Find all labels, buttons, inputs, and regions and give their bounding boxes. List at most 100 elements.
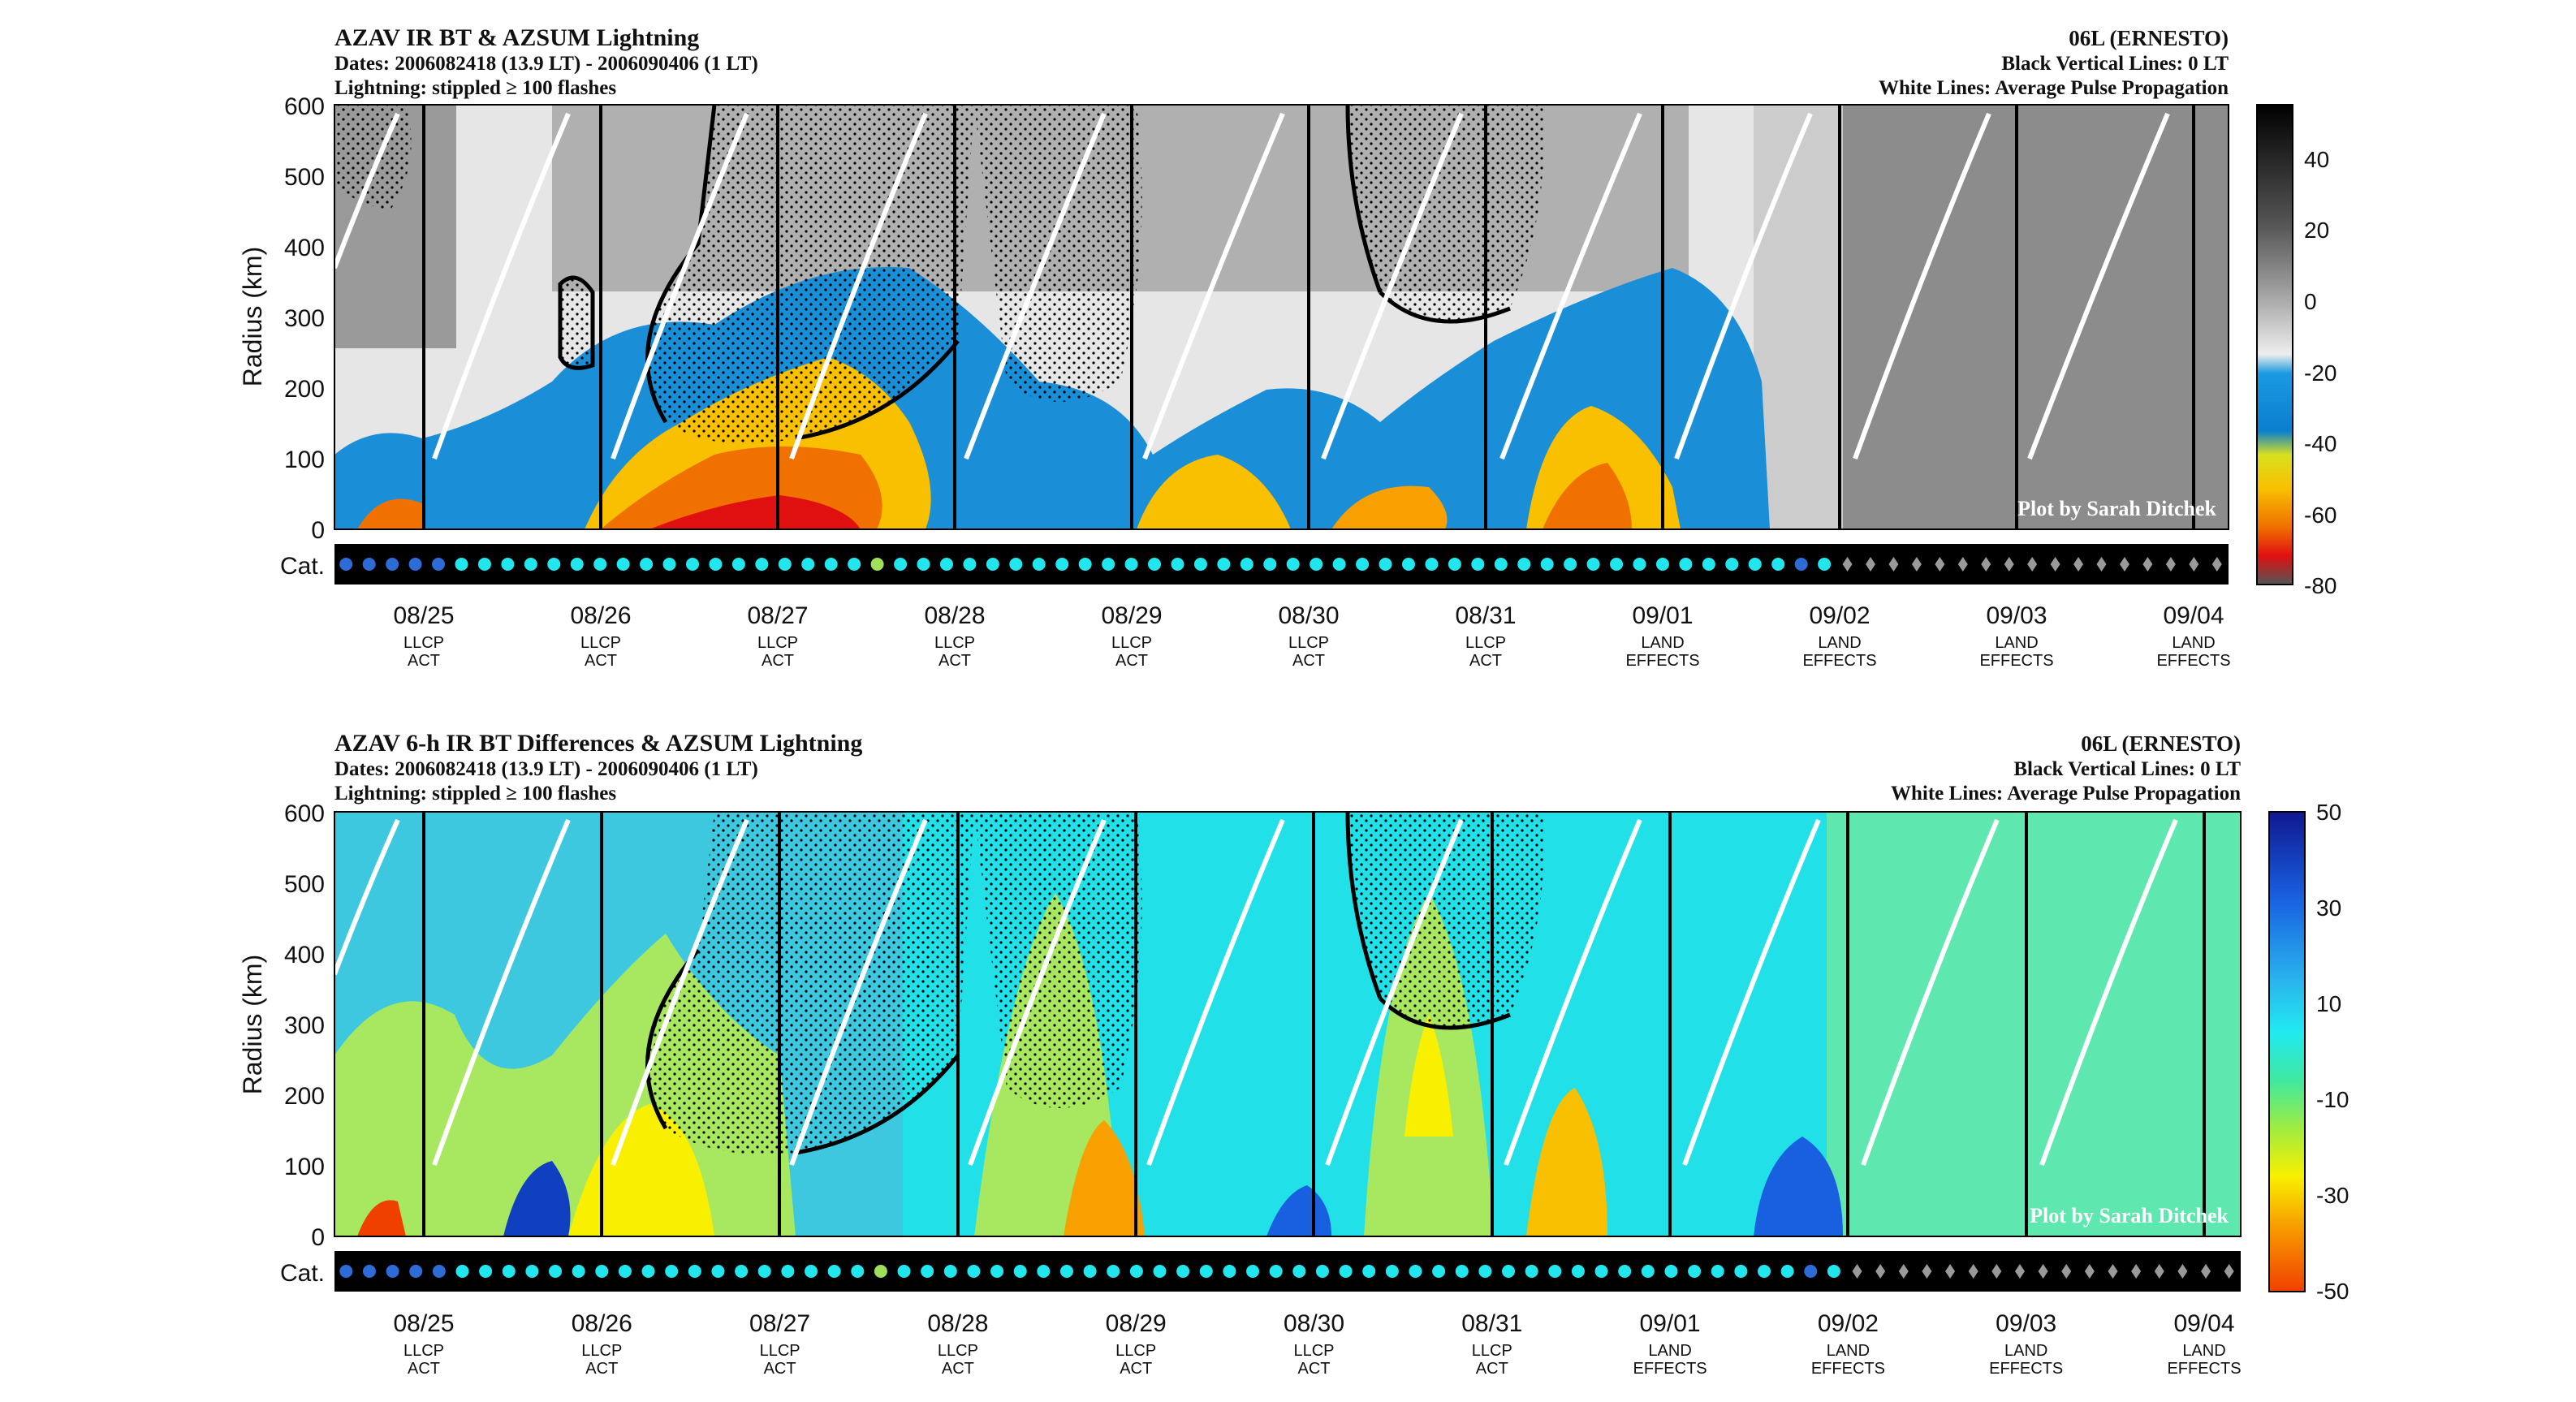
x-tick-stage: EFFECTS	[1811, 1360, 1885, 1378]
colorbar-tick-label: 20	[2304, 218, 2329, 243]
x-axis: 08/25LLCPACT08/26LLCPACT08/27LLCPACT08/2…	[393, 1310, 2241, 1378]
x-tick-stage: LLCP	[1111, 634, 1152, 652]
category-dot-marker	[870, 558, 884, 571]
category-label: Cat.	[280, 553, 325, 580]
x-tick-date: 08/28	[924, 602, 985, 629]
plot-area	[334, 104, 2229, 529]
y-tick-label: 500	[284, 871, 325, 898]
category-dot-marker	[408, 558, 422, 571]
category-dot-marker	[1315, 1265, 1329, 1278]
colorbar: 40 20 0 -20 -40 -60 -80	[2256, 104, 2337, 598]
category-dot-marker	[1540, 558, 1554, 571]
category-dot-marker	[1425, 558, 1439, 571]
category-dot-marker	[479, 1265, 493, 1278]
category-diamond-marker	[1911, 557, 1922, 572]
category-dot-marker	[1679, 558, 1693, 571]
lt-zero-lines	[422, 812, 2206, 1236]
category-dot-marker	[1711, 1265, 1724, 1278]
category-dot-marker	[1009, 558, 1023, 571]
y-tick-label: 400	[284, 942, 325, 968]
x-tick-date: 09/01	[1632, 602, 1693, 629]
category-dot-marker	[1055, 558, 1069, 571]
x-tick-stage: LLCP	[934, 634, 975, 652]
category-dot-marker	[1059, 1265, 1073, 1278]
panel-vline-note: Black Vertical Lines: 0 LT	[2001, 53, 2229, 75]
category-dot-marker	[386, 1265, 399, 1278]
category-dot-marker	[1332, 558, 1346, 571]
category-dot-marker	[1176, 1265, 1190, 1278]
panel-top: AZAV IR BT & AZSUM Lightning Dates: 2006…	[238, 24, 2337, 670]
category-dot-marker	[688, 1265, 701, 1278]
category-dot-marker	[1502, 1265, 1516, 1278]
colorbar-tick-label: -20	[2304, 360, 2337, 386]
x-tick-stage: ACT	[1476, 1360, 1508, 1378]
category-dot-marker	[917, 558, 930, 571]
x-tick-stage: ACT	[1115, 652, 1148, 670]
category-dot-marker	[665, 1265, 679, 1278]
y-tick-label: 100	[284, 446, 325, 473]
panel-dates: Dates: 2006082418 (13.9 LT) - 2006090406…	[334, 53, 758, 75]
category-dot-marker	[1037, 1265, 1051, 1278]
category-dot-marker	[455, 558, 468, 571]
category-diamond-marker	[1852, 1264, 1862, 1279]
category-dot-marker	[432, 558, 446, 571]
category-dot-marker	[1734, 1265, 1748, 1278]
category-dot-marker	[1688, 1265, 1702, 1278]
category-dot-marker	[1240, 558, 1253, 571]
category-dot-marker	[1571, 1265, 1585, 1278]
x-tick-date: 08/27	[747, 602, 808, 629]
category-diamond-marker	[2201, 1264, 2211, 1279]
category-label: Cat.	[280, 1260, 325, 1287]
category-dot-marker	[711, 1265, 725, 1278]
category-dot-marker	[1129, 1265, 1143, 1278]
panel-lightning-note: Lightning: stippled ≥ 100 flashes	[334, 77, 616, 99]
x-tick-date: 08/31	[1461, 1310, 1522, 1337]
category-dot-marker	[409, 1265, 423, 1278]
panel-title: AZAV 6-h IR BT Differences & AZSUM Light…	[334, 730, 862, 757]
category-dot-marker	[1107, 1265, 1120, 1278]
category-diamond-marker	[1945, 1264, 1956, 1279]
category-dot-marker	[1610, 558, 1624, 571]
category-dot-marker	[1362, 1265, 1376, 1278]
category-dot-marker	[662, 558, 676, 571]
category-dot-marker	[1586, 558, 1600, 571]
category-dot-marker	[1401, 558, 1415, 571]
x-tick-stage: LAND	[1818, 634, 1861, 652]
category-dot-marker	[616, 558, 630, 571]
x-tick-date: 08/30	[1284, 1310, 1344, 1337]
x-tick-date: 08/30	[1278, 602, 1339, 629]
colorbar-tick-label: -30	[2316, 1183, 2349, 1208]
x-tick-stage: LLCP	[1288, 634, 1329, 652]
x-tick-stage: EFFECTS	[1979, 652, 2053, 670]
category-diamond-marker	[1888, 557, 1899, 572]
category-dot-marker	[1246, 1265, 1260, 1278]
category-dot-marker	[1148, 558, 1162, 571]
x-tick-stage: LLCP	[1115, 1342, 1156, 1360]
category-dot-marker	[1655, 558, 1669, 571]
x-tick-date: 08/26	[570, 602, 631, 629]
category-diamond-marker	[1991, 1264, 2002, 1279]
category-diamond-marker	[2027, 557, 2038, 572]
category-diamond-marker	[2073, 557, 2084, 572]
category-dot-marker	[801, 558, 815, 571]
pulse-propagation-lines	[332, 818, 2178, 1167]
panel-bottom: AZAV 6-h IR BT Differences & AZSUM Light…	[238, 730, 2349, 1378]
pulse-propagation-lines	[332, 112, 2170, 460]
category-dot-marker	[1725, 558, 1739, 571]
category-dot-marker	[1199, 1265, 1213, 1278]
x-tick-date: 08/29	[1101, 602, 1162, 629]
category-dot-marker	[1432, 1265, 1446, 1278]
category-dot-marker	[1780, 1265, 1794, 1278]
category-dot-marker	[1804, 1265, 1818, 1278]
category-dot-marker	[477, 558, 491, 571]
panel-storm: 06L (ERNESTO)	[2069, 26, 2229, 50]
y-tick-label: 300	[284, 1012, 325, 1039]
x-tick-date: 09/04	[2173, 1310, 2234, 1337]
y-tick-label: 600	[284, 93, 325, 120]
category-dot-marker	[641, 1265, 655, 1278]
colorbar-tick-label: 0	[2304, 289, 2317, 314]
category-dot-marker	[1818, 558, 1832, 571]
x-tick-stage: LAND	[2172, 634, 2215, 652]
category-diamond-marker	[1842, 557, 1853, 572]
category-dot-marker	[618, 1265, 632, 1278]
